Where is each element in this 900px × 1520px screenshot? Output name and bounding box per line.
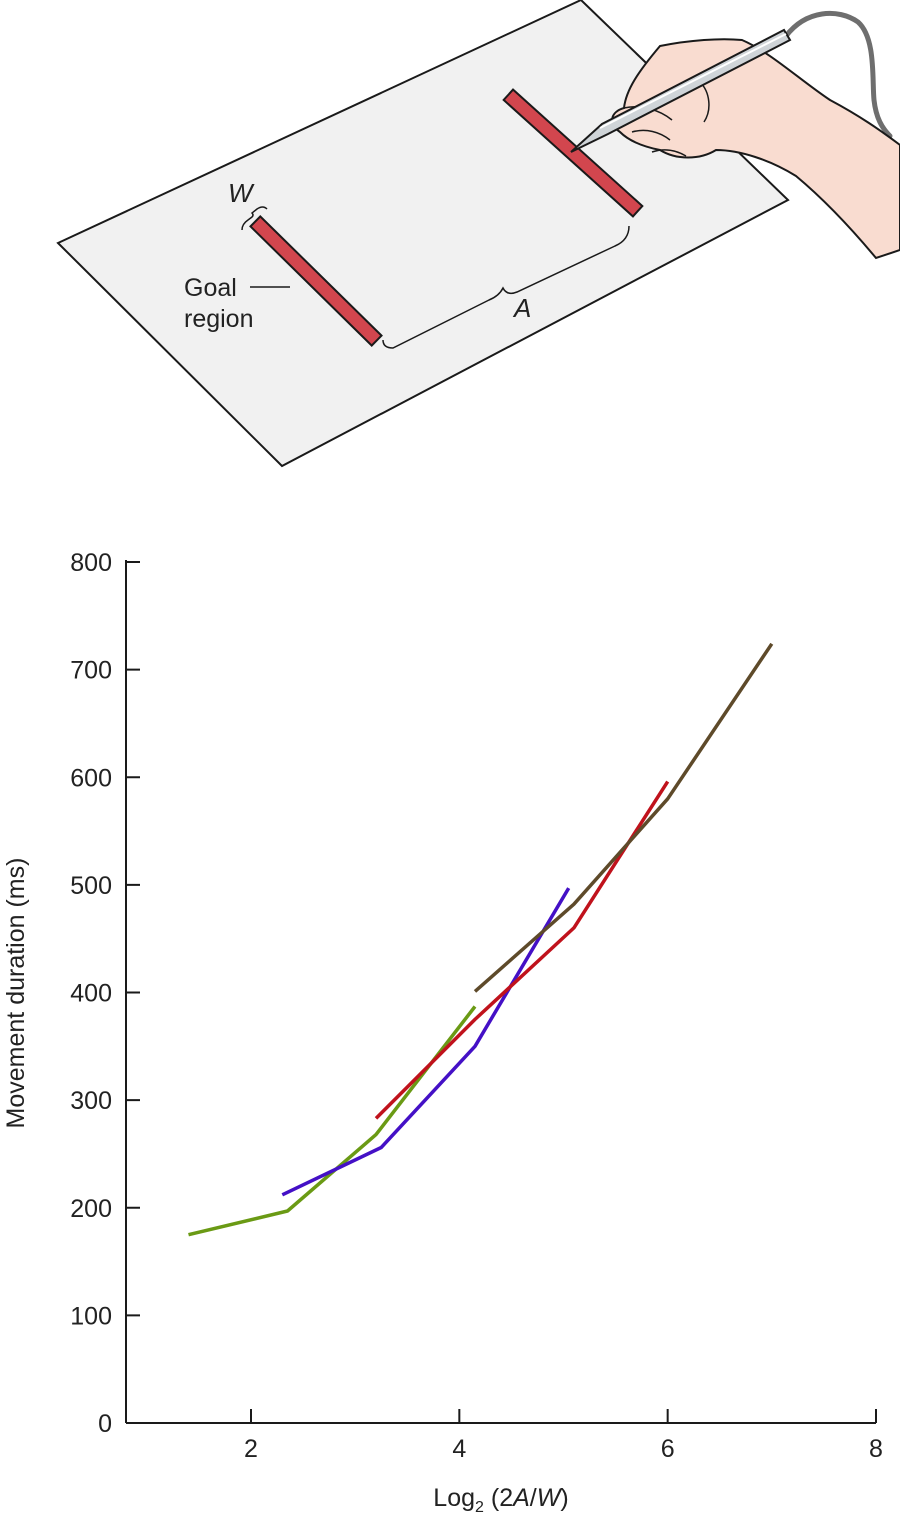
y-tick-label: 700 [70,657,112,685]
task-illustration: W A Goal region [56,0,900,468]
width-label: W [228,178,255,208]
x-axis-label: Log2 (2A/W) [433,1484,568,1516]
series-layer [188,642,774,1237]
x-tick-label: 2 [244,1435,258,1463]
y-tick-label: 300 [70,1087,112,1115]
x-tick-label: 6 [661,1435,675,1463]
y-tick-label: 200 [70,1195,112,1223]
amplitude-brace [382,225,630,349]
y-tick-label: 500 [70,872,112,900]
hand-with-stylus [570,10,900,260]
y-tick-label: 0 [98,1410,112,1438]
x-tick-label: 4 [452,1435,466,1463]
stylus-cable [783,10,893,139]
amplitude-label: A [512,293,531,323]
goal-label-line1: Goal [184,274,237,302]
paper-sheet [56,0,790,468]
series-line-3 [374,780,670,1120]
y-tick-label: 400 [70,980,112,1008]
y-ticks: 0 100 200 300 400 500 600 700 800 [70,549,140,1438]
y-tick-label: 600 [70,764,112,792]
y-tick-label: 100 [70,1302,112,1330]
chart: 0 100 200 300 400 500 600 700 800 2 4 6 8 Movement … [2,549,883,1516]
goal-label-line2: region [184,305,254,333]
y-axis-label: Movement duration (ms) [2,858,30,1129]
y-tick-label: 800 [70,549,112,577]
width-bracket [241,206,268,231]
series-line-1 [188,1005,477,1237]
x-tick-label: 8 [869,1435,883,1463]
target-bar-left [249,215,383,347]
series-line-2 [281,887,571,1197]
series-line-4 [473,642,774,993]
x-ticks: 2 4 6 8 [244,1409,883,1463]
